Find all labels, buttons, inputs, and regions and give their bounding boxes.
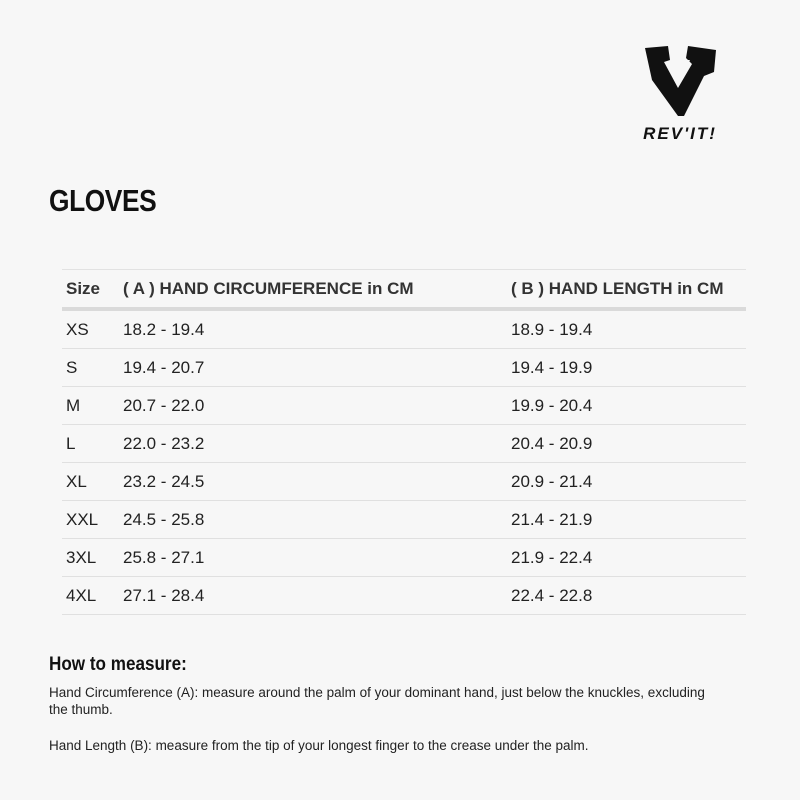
size-cell: M [66, 395, 81, 415]
table-row: L 22.0 - 23.2 20.4 - 20.9 [62, 425, 746, 463]
header-size: Size [66, 278, 101, 298]
size-cell: 3XL [66, 547, 97, 567]
revit-logo: REV'IT! [620, 40, 740, 150]
circumference-cell: 20.7 - 22.0 [123, 395, 205, 415]
size-table: Size ( A ) HAND CIRCUMFERENCE in CM ( B … [62, 269, 746, 615]
circumference-cell: 19.4 - 20.7 [123, 357, 205, 377]
length-cell: 21.4 - 21.9 [511, 509, 593, 529]
size-cell: XL [66, 471, 87, 491]
header-circumference: ( A ) HAND CIRCUMFERENCE in CM [123, 278, 414, 298]
length-cell: 19.9 - 20.4 [511, 395, 593, 415]
how-to-heading: How to measure: [49, 654, 187, 675]
length-cell: 20.9 - 21.4 [511, 471, 593, 491]
size-cell: S [66, 357, 78, 377]
length-cell: 21.9 - 22.4 [511, 547, 593, 567]
page-title: GLOVES [49, 183, 157, 218]
revit-shield-icon [645, 46, 716, 116]
size-cell: L [66, 433, 76, 453]
circumference-cell: 27.1 - 28.4 [123, 585, 205, 605]
length-cell: 22.4 - 22.8 [511, 585, 593, 605]
length-cell: 19.4 - 19.9 [511, 357, 593, 377]
table-row: XL 23.2 - 24.5 20.9 - 21.4 [62, 463, 746, 501]
header-length: ( B ) HAND LENGTH in CM [511, 278, 724, 298]
table-row: 4XL 27.1 - 28.4 22.4 - 22.8 [62, 577, 746, 615]
table-row: XXL 24.5 - 25.8 21.4 - 21.9 [62, 501, 746, 539]
table-row: XS 18.2 - 19.4 18.9 - 19.4 [62, 311, 746, 349]
table-row: S 19.4 - 20.7 19.4 - 19.9 [62, 349, 746, 387]
circumference-instructions: Hand Circumference (A): measure around t… [49, 685, 705, 717]
circumference-cell: 18.2 - 19.4 [123, 319, 205, 339]
length-cell: 20.4 - 20.9 [511, 433, 593, 453]
length-cell: 18.9 - 19.4 [511, 319, 593, 339]
length-instructions: Hand Length (B): measure from the tip of… [49, 738, 589, 753]
size-cell: 4XL [66, 585, 97, 605]
size-cell: XS [66, 319, 89, 339]
circumference-cell: 25.8 - 27.1 [123, 547, 205, 567]
brand-wordmark: REV'IT! [643, 124, 717, 143]
circumference-cell: 23.2 - 24.5 [123, 471, 205, 491]
table-row: M 20.7 - 22.0 19.9 - 20.4 [62, 387, 746, 425]
circumference-cell: 24.5 - 25.8 [123, 509, 205, 529]
circumference-cell: 22.0 - 23.2 [123, 433, 205, 453]
table-row: 3XL 25.8 - 27.1 21.9 - 22.4 [62, 539, 746, 577]
size-cell: XXL [66, 509, 99, 529]
table-header: Size ( A ) HAND CIRCUMFERENCE in CM ( B … [62, 270, 746, 311]
